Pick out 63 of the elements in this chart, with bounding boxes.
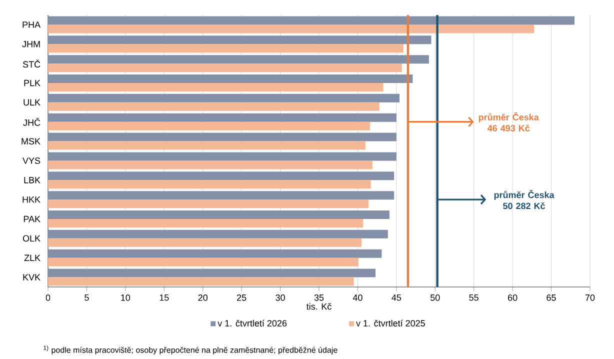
bar (48, 132, 396, 142)
x-tick-label: 50 (430, 294, 440, 301)
bar (48, 102, 380, 111)
bar (48, 268, 376, 278)
text: $^{1)}$ podle místa pracoviště; osoby přepočtené na plně zaměstnané; předběžné údaje (44, 346, 338, 354)
bar (48, 24, 534, 34)
bar (48, 230, 388, 238)
bar (48, 64, 402, 72)
y-tick-label: STČ (22, 60, 40, 68)
bar (48, 113, 396, 122)
bar (48, 277, 354, 286)
bar (48, 249, 382, 258)
x-tick-label: 25 (237, 294, 246, 301)
y-tick-label: JHM (22, 41, 40, 48)
x-tick-label: 35 (314, 294, 324, 301)
bar (48, 238, 362, 247)
bar (48, 200, 369, 208)
y-tick-label: KVK (23, 274, 40, 280)
bar (48, 152, 396, 161)
bar (48, 258, 358, 266)
bar (48, 180, 371, 189)
y-tick-label: HKK (22, 196, 40, 203)
x-tick-label: 65 (546, 294, 556, 301)
x-tick-label: 30 (276, 294, 285, 301)
bar (48, 16, 574, 25)
x-tick-label: 70 (585, 294, 595, 301)
x-tick-label: 45 (392, 294, 402, 301)
x-tick-label: 40 (352, 294, 362, 301)
y-tick-label: LBK (24, 177, 40, 184)
y-tick-label: PAK (24, 216, 40, 222)
x-tick-label: 15 (160, 294, 169, 301)
x-tick-label: 10 (121, 294, 130, 301)
y-tick-label: JHČ (23, 118, 40, 126)
bar (48, 191, 394, 200)
bar (48, 44, 404, 53)
x-tick-label: 55 (469, 294, 478, 301)
legend-label: v 1. čtvrtletí 2025 (356, 320, 425, 326)
bar (48, 83, 384, 92)
y-tick-label: VYS (22, 158, 40, 164)
legend-label: v 1. čtvrtletí 2026 (218, 320, 287, 326)
x-axis-title: tis. Kč (306, 303, 332, 310)
bar (48, 122, 370, 130)
x-tick-label: 0 (46, 294, 50, 301)
bar (48, 36, 432, 44)
y-tick-label: ZLK (24, 254, 40, 261)
y-tick-label: MSK (22, 138, 40, 144)
x-tick-label: 5 (84, 294, 89, 301)
bar (48, 94, 400, 102)
bar (48, 55, 429, 64)
bar (48, 172, 394, 180)
bar (48, 160, 372, 170)
x-tick-label: 60 (508, 294, 518, 301)
x-tick-label: 20 (198, 294, 208, 301)
ref-line-label: průměr Česka 50 282 Kč (494, 190, 554, 210)
y-tick-label: OLK (22, 235, 40, 242)
bar (48, 210, 390, 219)
ref-line-label: průměr Česka 46 493 Kč (478, 112, 539, 132)
y-tick-label: ULK (24, 99, 40, 106)
y-tick-label: PHA (22, 22, 41, 28)
bar (48, 141, 366, 150)
bar (48, 218, 364, 228)
bar (48, 74, 413, 83)
y-tick-label: PLK (24, 80, 40, 86)
